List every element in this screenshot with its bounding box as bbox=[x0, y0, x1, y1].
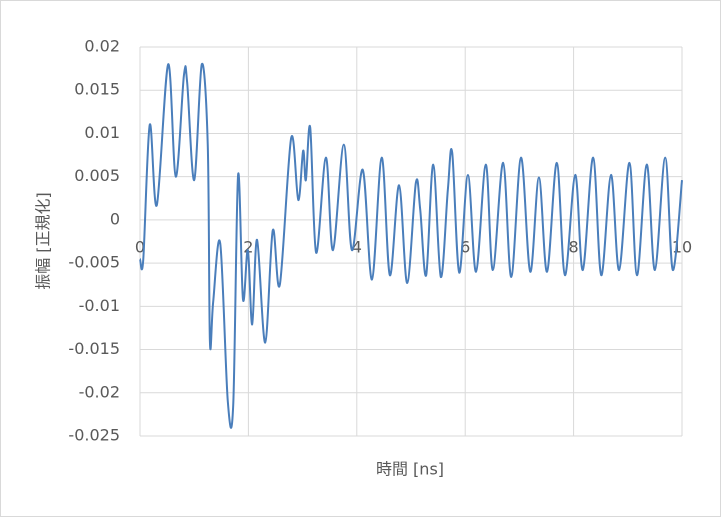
y-tick-label: 0.005 bbox=[74, 166, 120, 185]
x-tick-label: 6 bbox=[460, 237, 470, 256]
y-tick-label: 0.01 bbox=[84, 123, 120, 142]
x-tick-label: 10 bbox=[672, 237, 692, 256]
y-axis-title: 振幅 [正規化] bbox=[34, 192, 53, 290]
x-tick-label: 2 bbox=[243, 237, 253, 256]
x-tick-label: 8 bbox=[569, 237, 579, 256]
y-tick-label: -0.005 bbox=[68, 253, 120, 272]
y-tick-label: 0 bbox=[110, 209, 120, 228]
x-tick-label: 4 bbox=[352, 237, 362, 256]
y-tick-label: -0.01 bbox=[79, 296, 120, 315]
y-tick-label: 0.02 bbox=[84, 37, 120, 56]
x-tick-label: 0 bbox=[135, 237, 145, 256]
y-tick-label: 0.015 bbox=[74, 80, 120, 99]
y-tick-label: -0.02 bbox=[79, 382, 120, 401]
data-line bbox=[139, 62, 683, 429]
y-tick-label: -0.015 bbox=[68, 339, 120, 358]
x-axis-title: 時間 [ns] bbox=[376, 460, 444, 479]
y-tick-label: -0.025 bbox=[68, 426, 120, 445]
